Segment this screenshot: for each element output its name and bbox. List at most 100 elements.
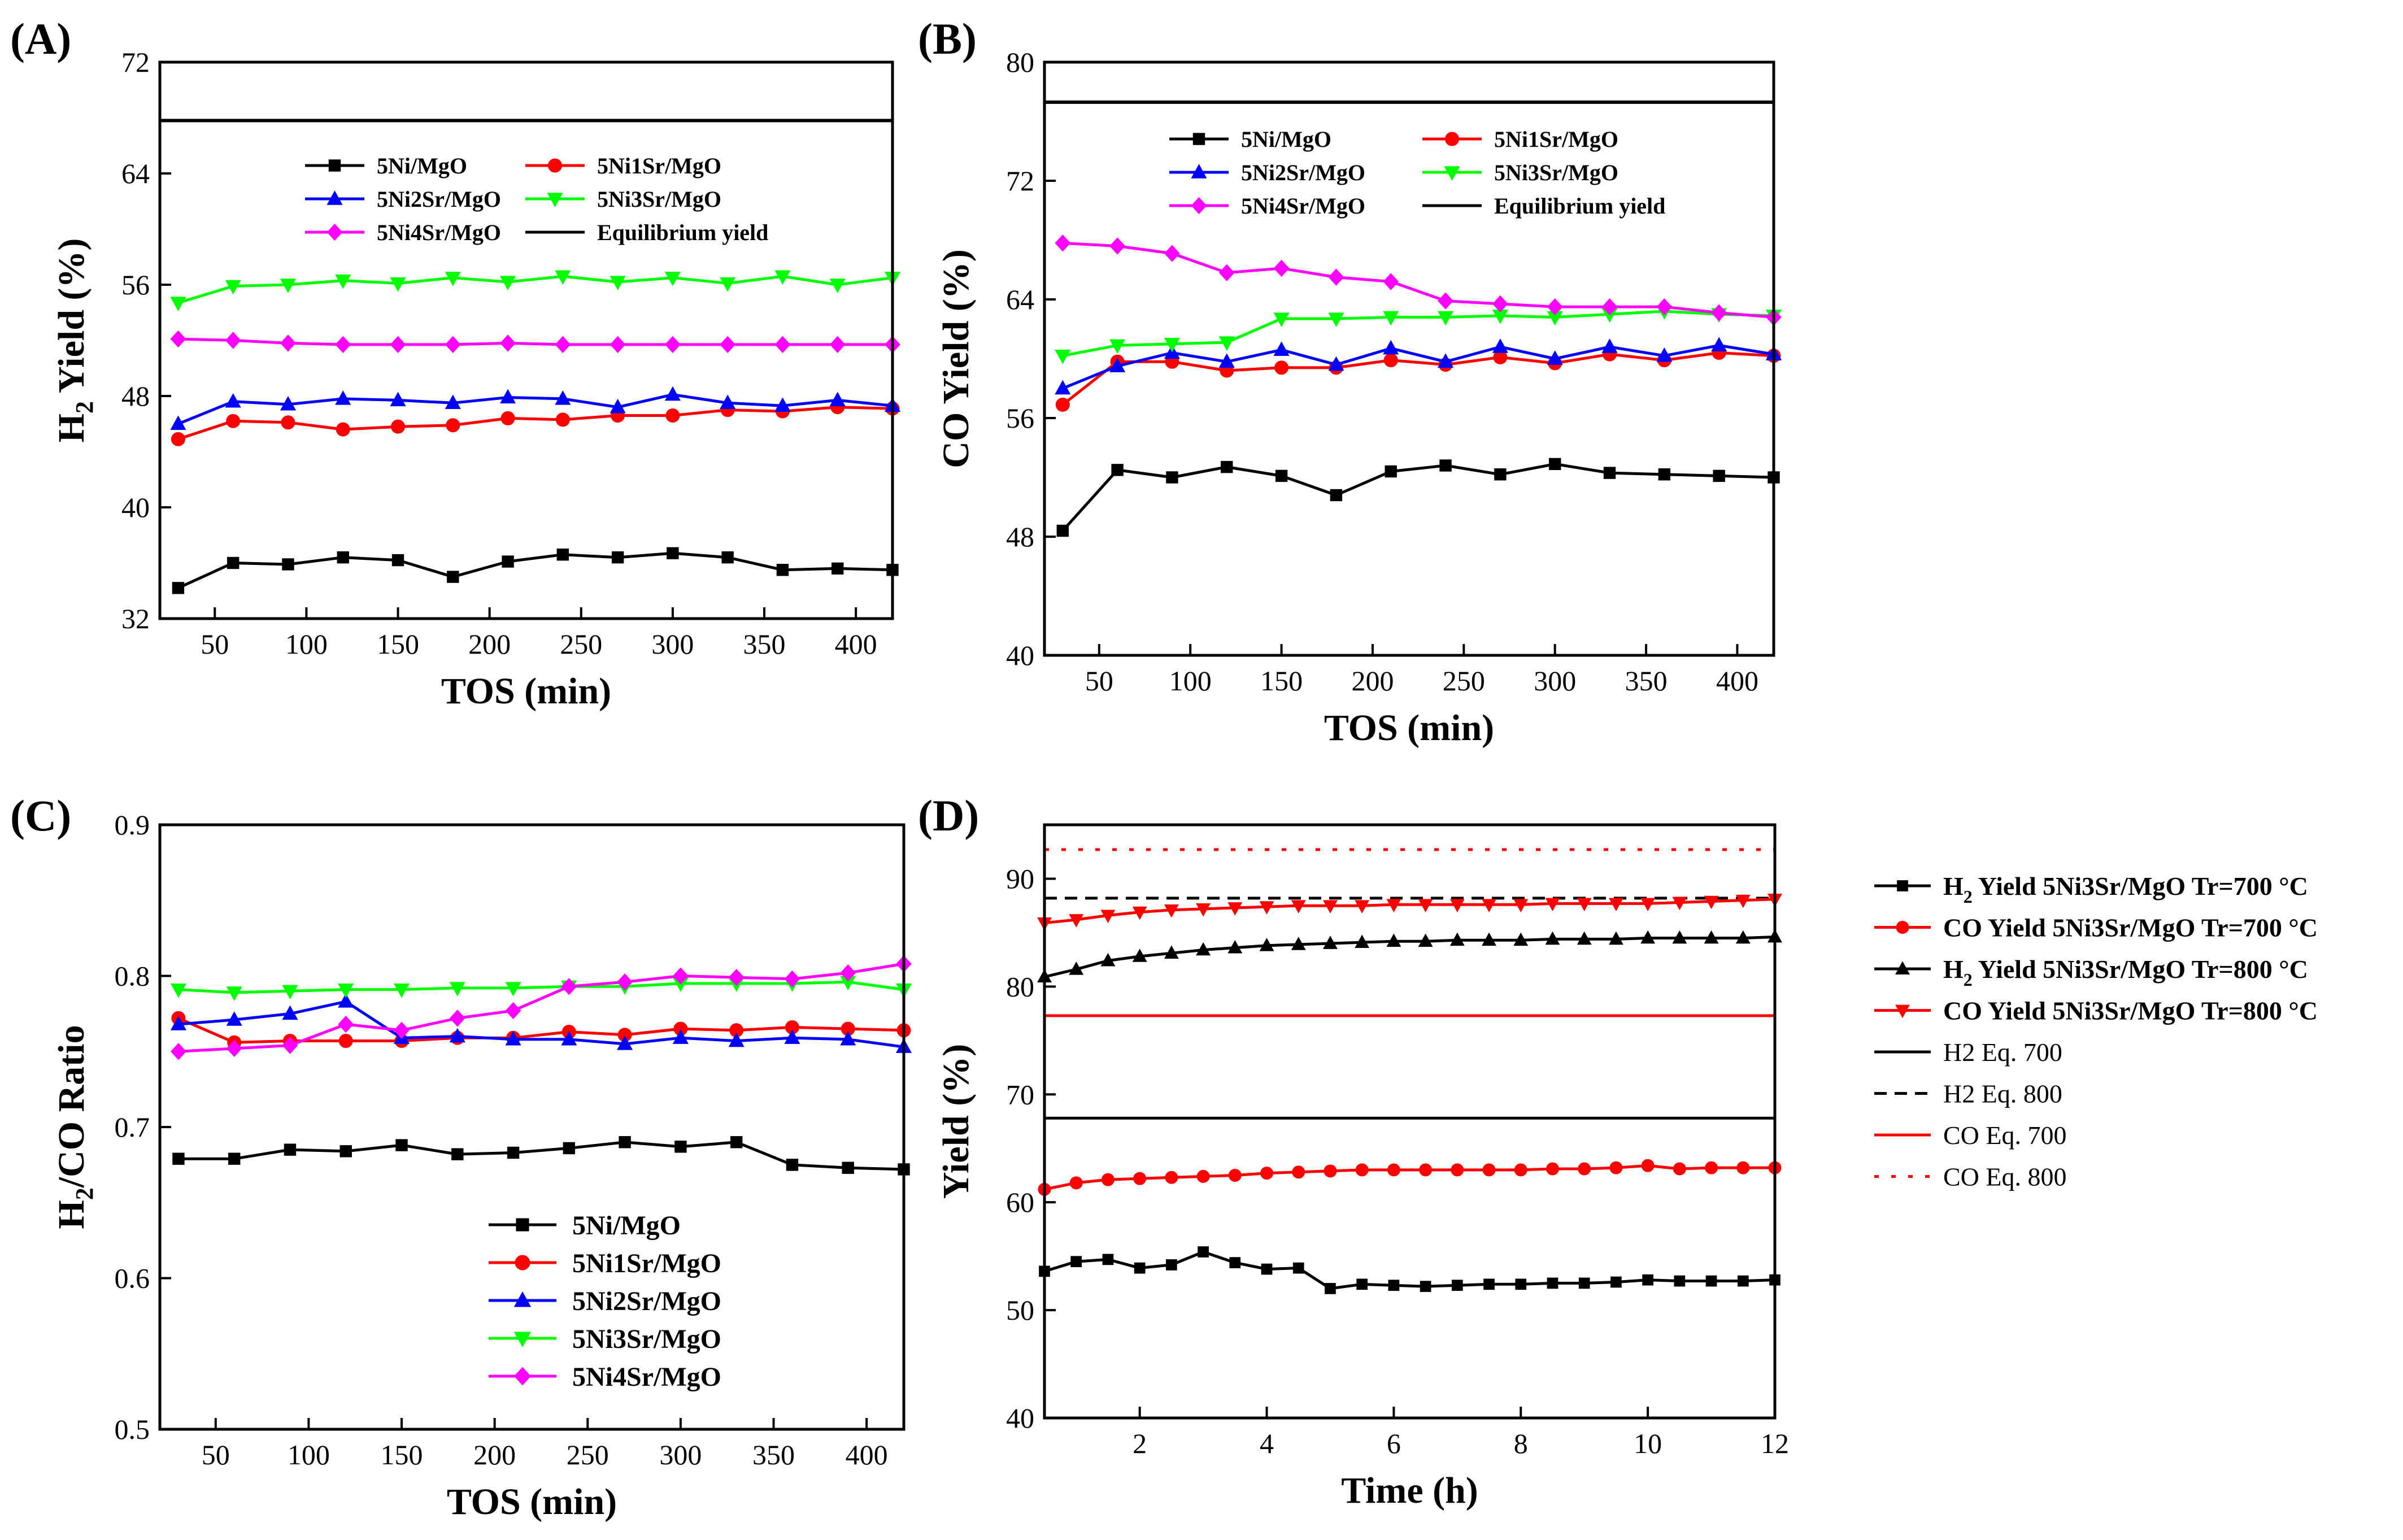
panel-c-point-5ni2sr-mgo-2 — [282, 1005, 298, 1020]
panel-d-x-axis-title: Time (h) — [1341, 1470, 1478, 1511]
panel-a-series-5ni2sr-mgo — [170, 386, 901, 430]
panel-a-series-5ni-mgo — [172, 547, 899, 594]
panel-c-legend-marker — [513, 1291, 532, 1307]
panel-c-point-5ni-mgo-11 — [786, 1159, 799, 1171]
panel-b-legend-item-5ni2sr-mgo: 5Ni2Sr/MgO — [1169, 160, 1365, 185]
panel-c-line-5ni3sr-mgo — [178, 980, 904, 994]
panel-a-ytick-label: 32 — [121, 603, 150, 634]
panel-b-point-5ni4sr-mgo-12 — [1711, 304, 1727, 321]
panel-a-legend-item-equilibrium-yield: Equilibrium yield — [525, 220, 768, 245]
panel-d-legend-marker — [1897, 880, 1908, 891]
panel-d-point-co-yield-5ni3sr-mgo-tr-700-c-21 — [1705, 1161, 1718, 1174]
panel-b-legend-marker — [1191, 197, 1207, 215]
panel-b-frame — [1043, 60, 1775, 657]
panel-b-point-5ni-mgo-1 — [1111, 464, 1124, 476]
panel-c-line-5ni4sr-mgo — [178, 962, 904, 1053]
panel-d-point-h2-yield-5ni3sr-mgo-tr-800-c-2 — [1100, 952, 1116, 967]
panel-a-legend-label: 5Ni2Sr/MgO — [377, 186, 501, 212]
panel-a-point-5ni2sr-mgo-9 — [664, 386, 681, 401]
panel-b-point-5ni1sr-mgo-6 — [1383, 353, 1398, 368]
panel-b-series-5ni2sr-mgo — [1055, 337, 1782, 395]
panel-c-legend-marker — [516, 1218, 529, 1232]
panel-c-point-5ni2sr-mgo-7 — [561, 1031, 577, 1046]
panel-a-legend-label: 5Ni4Sr/MgO — [377, 220, 501, 245]
panel-c-series-5ni4sr-mgo — [171, 955, 912, 1060]
panel-a-point-5ni3sr-mgo-6 — [500, 276, 516, 290]
panel-c-point-5ni-mgo-5 — [451, 1148, 464, 1160]
panel-d-frame — [1043, 823, 1777, 1420]
panel-d-point-h2-yield-5ni3sr-mgo-tr-700-c-13 — [1451, 1280, 1463, 1291]
panel-d-line-h2-yield-5ni3sr-mgo-tr-800-c — [1044, 936, 1775, 978]
panel-c-point-5ni2sr-mgo-10 — [728, 1032, 745, 1047]
panel-d-legend-item-2: H2 Yield 5Ni3Sr/MgO Tr=800 °C — [1874, 955, 2308, 990]
panel-c-point-5ni4sr-mgo-4 — [394, 1021, 410, 1039]
panel-d-point-h2-yield-5ni3sr-mgo-tr-800-c-1 — [1069, 962, 1084, 975]
panel-a-point-5ni-mgo-9 — [667, 547, 679, 559]
panel-a-point-5ni-mgo-1 — [227, 556, 240, 569]
panel-a-ytick-label: 56 — [121, 269, 150, 301]
panel-d-legend-item-7: CO Eq. 800 — [1874, 1163, 2067, 1191]
panel-d-point-co-yield-5ni3sr-mgo-tr-800-c-3 — [1132, 906, 1147, 920]
panel-a-point-5ni4sr-mgo-11 — [774, 336, 791, 354]
panel-a-x-axis-title: TOS (min) — [441, 671, 611, 712]
panel-a-legend-marker — [328, 159, 341, 172]
panel-b-x-axis-title: TOS (min) — [1324, 707, 1494, 749]
panel-b-point-5ni-mgo-3 — [1221, 460, 1233, 473]
panel-a-xtick-label: 400 — [835, 628, 877, 660]
panel-a-point-5ni4sr-mgo-7 — [555, 336, 571, 354]
panel-b-line-5ni4sr-mgo — [1063, 241, 1774, 319]
panel-d-point-co-yield-5ni3sr-mgo-tr-800-c-15 — [1513, 899, 1529, 912]
panel-d-series-co-yield-5ni3sr-mgo-tr-800-c — [1037, 893, 1782, 931]
panel-d-point-co-yield-5ni3sr-mgo-tr-700-c-16 — [1546, 1162, 1559, 1176]
panel-d-point-co-yield-5ni3sr-mgo-tr-700-c-9 — [1324, 1164, 1337, 1178]
panel-c-point-5ni-mgo-4 — [395, 1139, 408, 1151]
panel-a-point-5ni3sr-mgo-0 — [170, 297, 186, 311]
panel-a-point-5ni-mgo-10 — [721, 551, 734, 564]
panel-d-point-h2-yield-5ni3sr-mgo-tr-700-c-1 — [1070, 1256, 1082, 1268]
panel-d-legend: H2 Yield 5Ni3Sr/MgO Tr=700 °C CO Yield 5N… — [1874, 872, 2318, 1191]
panel-b-plot-area — [1044, 100, 1782, 537]
panel-d-point-h2-yield-5ni3sr-mgo-tr-800-c-11 — [1386, 933, 1401, 947]
panel-a-point-5ni-mgo-6 — [502, 555, 514, 568]
panel-c-point-5ni1sr-mgo-3 — [338, 1034, 353, 1049]
panel-a-y-axis-title: H2 Yield (%) — [51, 238, 98, 443]
panel-a-xtick-label: 100 — [285, 628, 328, 660]
panel-b-point-5ni3sr-mgo-5 — [1328, 312, 1344, 327]
panel-a-ytick-label: 48 — [121, 380, 150, 412]
panel-a-letter: (A) — [10, 14, 71, 63]
panel-d-ytick-label: 40 — [1006, 1402, 1034, 1434]
panel-c-series-5ni-mgo — [172, 1136, 910, 1176]
panel-c-legend-label: 5Ni2Sr/MgO — [572, 1286, 721, 1316]
panel-d-point-co-yield-5ni3sr-mgo-tr-700-c-19 — [1641, 1159, 1655, 1172]
panel-b-point-5ni-mgo-12 — [1713, 469, 1725, 482]
panel-d-point-h2-yield-5ni3sr-mgo-tr-700-c-14 — [1483, 1278, 1495, 1290]
panel-a-line-5ni2sr-mgo — [177, 393, 893, 425]
panel-b-point-5ni-mgo-10 — [1603, 467, 1616, 479]
panel-c-point-5ni-mgo-1 — [228, 1152, 241, 1165]
panel-a-point-5ni-mgo-7 — [556, 549, 569, 561]
panel-d-legend-item-6: CO Eq. 700 — [1874, 1121, 2067, 1150]
panel-b-y-axis-title: CO Yield (%) — [935, 249, 977, 468]
panel-b-legend-item-equilibrium-yield: Equilibrium yield — [1422, 193, 1665, 219]
panel-a-point-5ni-mgo-11 — [776, 564, 789, 576]
panel-d: (D) 2 4 6 8 10 12 40 50 60 70 80 90 Time (h) Yield (%)… — [918, 791, 2318, 1511]
panel-b-point-5ni4sr-mgo-4 — [1273, 259, 1290, 277]
panel-a-point-5ni4sr-mgo-12 — [829, 336, 846, 354]
panel-a-line-5ni4sr-mgo — [178, 337, 893, 346]
panel-d-point-co-yield-5ni3sr-mgo-tr-800-c-9 — [1323, 900, 1338, 913]
panel-b-point-5ni-mgo-6 — [1385, 465, 1397, 478]
panel-a-xtick-label: 150 — [377, 628, 419, 660]
panel-c-series-5ni3sr-mgo — [170, 976, 912, 1001]
panel-d-point-h2-yield-5ni3sr-mgo-tr-700-c-18 — [1610, 1276, 1622, 1288]
panel-a-point-5ni3sr-mgo-8 — [610, 276, 626, 290]
panel-b-point-5ni-mgo-4 — [1275, 469, 1288, 482]
panel-d-point-h2-yield-5ni3sr-mgo-tr-800-c-8 — [1291, 937, 1306, 950]
panel-b-point-5ni4sr-mgo-9 — [1547, 298, 1563, 316]
panel-c-point-5ni3sr-mgo-2 — [282, 985, 298, 1000]
panel-b-line-5ni3sr-mgo — [1062, 310, 1774, 358]
panel-a-ytick-label: 72 — [121, 46, 150, 78]
panel-c-ytick-label: 0.5 — [115, 1413, 150, 1445]
panel-b-point-5ni4sr-mgo-2 — [1164, 245, 1180, 262]
panel-d-point-h2-yield-5ni3sr-mgo-tr-700-c-22 — [1737, 1275, 1749, 1287]
